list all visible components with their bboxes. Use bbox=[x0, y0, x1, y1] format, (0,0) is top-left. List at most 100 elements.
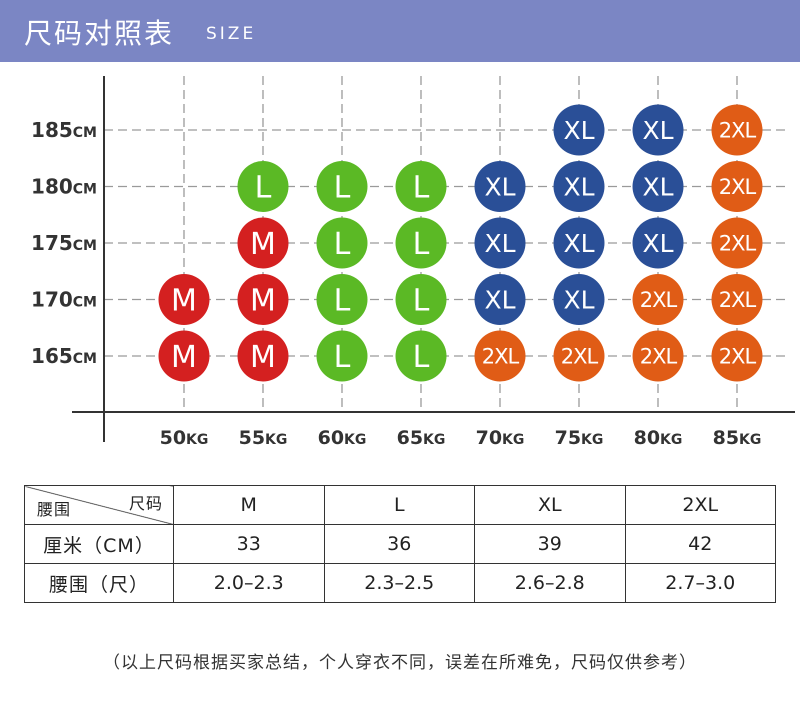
x-tick-label: 80KG bbox=[634, 427, 683, 449]
page-title: 尺码对照表 bbox=[24, 17, 175, 50]
y-tick-label: 165CM bbox=[31, 344, 97, 368]
size-marker-label: 2XL bbox=[561, 345, 599, 369]
size-marker-label: XL bbox=[563, 229, 594, 258]
size-marker-l bbox=[316, 161, 368, 212]
size-marker-2xl bbox=[711, 274, 763, 325]
table-cell: 33 bbox=[173, 524, 325, 564]
size-marker-label: XL bbox=[484, 286, 515, 315]
size-marker-label: XL bbox=[642, 229, 673, 258]
size-marker-label: 2XL bbox=[640, 345, 678, 369]
size-marker-xl bbox=[474, 274, 526, 325]
waist-table: 尺码 腰围 M L XL 2XL 厘米（CM） 33 36 39 42 腰围（尺… bbox=[24, 485, 776, 603]
size-marker-label: XL bbox=[642, 173, 673, 202]
y-tick-label: 180CM bbox=[31, 175, 97, 199]
size-marker-label: XL bbox=[484, 173, 515, 202]
size-marker-l bbox=[395, 217, 447, 269]
table-cell: 2.3–2.5 bbox=[323, 563, 475, 603]
size-header-l: L bbox=[323, 485, 475, 525]
size-marker-2xl bbox=[711, 104, 763, 156]
table-row-chi: 腰围（尺） 2.0–2.3 2.3–2.5 2.6–2.8 2.7–3.0 bbox=[24, 563, 776, 603]
size-marker-label: 2XL bbox=[719, 232, 757, 256]
size-marker-label: M bbox=[171, 283, 197, 318]
table-cell: 2.7–3.0 bbox=[624, 563, 776, 603]
size-marker-xl bbox=[632, 217, 684, 269]
x-tick-label: 60KG bbox=[318, 427, 367, 449]
size-marker-m bbox=[237, 217, 289, 269]
size-marker-label: M bbox=[250, 283, 276, 318]
size-marker-m bbox=[158, 274, 210, 325]
size-marker-m bbox=[237, 330, 289, 382]
size-marker-label: XL bbox=[642, 116, 673, 145]
size-marker-l bbox=[316, 274, 368, 325]
table-cell: 42 bbox=[624, 524, 776, 564]
x-tick-label: 75KG bbox=[555, 427, 604, 449]
size-marker-label: M bbox=[250, 227, 276, 262]
size-marker-label: L bbox=[413, 227, 430, 262]
size-header-m: M bbox=[173, 485, 325, 525]
size-marker-label: M bbox=[250, 340, 276, 375]
size-marker-label: 2XL bbox=[719, 119, 757, 143]
y-tick-label: 170CM bbox=[31, 288, 97, 312]
size-marker-l bbox=[395, 330, 447, 382]
size-marker-l bbox=[316, 217, 368, 269]
size-marker-2xl bbox=[711, 330, 763, 382]
size-marker-m bbox=[158, 330, 210, 382]
size-header-xl: XL bbox=[474, 485, 626, 525]
size-marker-2xl bbox=[711, 161, 763, 212]
size-marker-l bbox=[237, 161, 289, 212]
size-chart: 185CM 180CM 175CM 170CM 165CM 50KG 55KG 60KG 65K… bbox=[31, 76, 795, 449]
corner-waist-label: 腰围 bbox=[37, 500, 72, 519]
page-subtitle: SIZE bbox=[206, 24, 257, 44]
size-marker-m bbox=[237, 274, 289, 325]
size-marker-l bbox=[395, 274, 447, 325]
table-cell: 36 bbox=[323, 524, 475, 564]
size-marker-xl bbox=[553, 274, 605, 325]
table-row-cm: 厘米（CM） 33 36 39 42 bbox=[24, 524, 776, 564]
size-marker-label: 2XL bbox=[719, 175, 757, 199]
size-marker-xl bbox=[474, 161, 526, 212]
table-cell: 2.0–2.3 bbox=[173, 563, 325, 603]
header-bar: 尺码对照表 SIZE bbox=[0, 0, 800, 62]
size-marker-label: 2XL bbox=[719, 288, 757, 312]
size-marker-2xl bbox=[553, 330, 605, 382]
disclaimer-note: （以上尺码根据买家总结，个人穿衣不同，误差在所难免，尺码仅供参考） bbox=[103, 653, 697, 673]
y-tick-label: 175CM bbox=[31, 231, 97, 255]
size-marker-xl bbox=[553, 217, 605, 269]
size-marker-xl bbox=[632, 161, 684, 212]
y-tick-label: 185CM bbox=[31, 118, 97, 142]
size-marker-xl bbox=[553, 104, 605, 156]
row-label-cm: 厘米（CM） bbox=[24, 524, 174, 564]
table-cell: 39 bbox=[474, 524, 626, 564]
size-marker-2xl bbox=[632, 274, 684, 325]
x-tick-label: 55KG bbox=[239, 427, 288, 449]
x-tick-label: 65KG bbox=[397, 427, 446, 449]
size-marker-l bbox=[316, 330, 368, 382]
size-marker-2xl bbox=[632, 330, 684, 382]
size-marker-label: L bbox=[334, 227, 351, 262]
size-marker-label: 2XL bbox=[482, 345, 520, 369]
size-header-2xl: 2XL bbox=[624, 485, 776, 525]
size-marker-label: L bbox=[413, 170, 430, 205]
table-cell: 2.6–2.8 bbox=[474, 563, 626, 603]
table-corner-cell: 尺码 腰围 bbox=[24, 485, 174, 525]
size-marker-label: L bbox=[413, 340, 430, 375]
size-marker-label: L bbox=[334, 170, 351, 205]
size-marker-label: L bbox=[413, 283, 430, 318]
size-marker-l bbox=[395, 161, 447, 212]
size-marker-label: XL bbox=[563, 173, 594, 202]
size-marker-label: L bbox=[334, 340, 351, 375]
size-marker-xl bbox=[474, 217, 526, 269]
size-marker-label: XL bbox=[563, 286, 594, 315]
x-tick-label: 70KG bbox=[476, 427, 525, 449]
size-marker-label: L bbox=[334, 283, 351, 318]
row-label-chi: 腰围（尺） bbox=[24, 563, 174, 603]
size-marker-label: M bbox=[171, 340, 197, 375]
table-header-row: 尺码 腰围 M L XL 2XL bbox=[24, 485, 776, 525]
size-marker-label: 2XL bbox=[719, 345, 757, 369]
corner-size-label: 尺码 bbox=[128, 494, 163, 513]
size-marker-label: XL bbox=[563, 116, 594, 145]
size-marker-xl bbox=[632, 104, 684, 156]
size-marker-label: L bbox=[255, 170, 272, 205]
size-marker-2xl bbox=[474, 330, 526, 382]
size-marker-label: XL bbox=[484, 229, 515, 258]
